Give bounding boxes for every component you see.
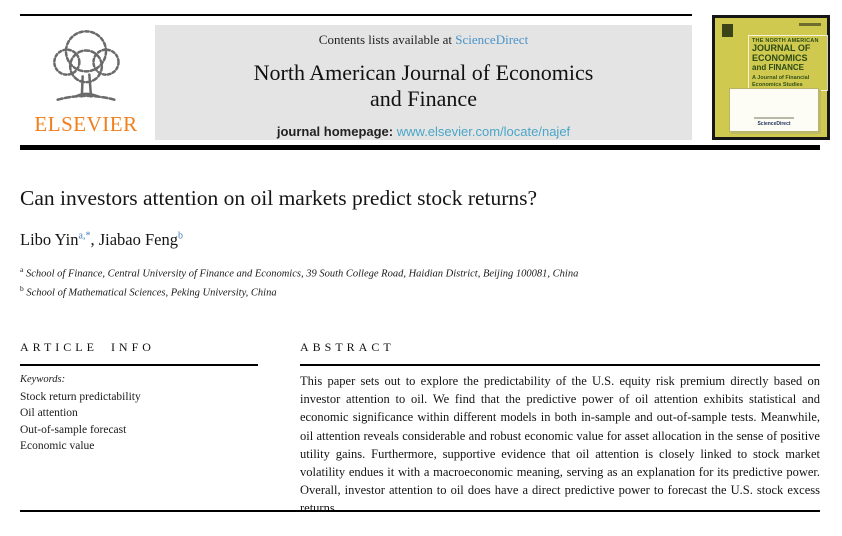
cover-issn-text xyxy=(799,23,821,26)
cover-title-line: JOURNAL OF xyxy=(752,43,811,53)
contents-prefix: Contents lists available at xyxy=(318,32,453,47)
author-name: Libo Yin xyxy=(20,230,79,249)
keywords-block: Keywords: Stock return predictability Oi… xyxy=(20,372,270,455)
journal-title-line2: and Finance xyxy=(370,86,477,111)
abstract-rule xyxy=(300,364,820,366)
cover-white-panel: ScienceDirect xyxy=(729,88,819,132)
homepage-label: journal homepage: xyxy=(276,124,394,139)
cover-crest-icon xyxy=(722,24,733,37)
affiliation-line: a School of Finance, Central University … xyxy=(20,263,780,282)
abstract-text: This paper sets out to explore the predi… xyxy=(300,374,820,516)
author-affiliation-marker: b xyxy=(178,230,183,242)
article-info-heading: ARTICLE INFO xyxy=(20,340,155,354)
affiliations: a School of Finance, Central University … xyxy=(20,263,780,300)
contents-line: Contents lists available at ScienceDirec… xyxy=(155,32,692,48)
keyword-item: Stock return predictability xyxy=(20,390,141,403)
homepage-line: journal homepage: www.elsevier.com/locat… xyxy=(155,124,692,139)
article-info-rule xyxy=(20,364,258,366)
journal-cover-thumbnail: THE NORTH AMERICAN JOURNAL OF ECONOMICS … xyxy=(712,15,830,140)
journal-header-box: Contents lists available at ScienceDirec… xyxy=(155,25,692,140)
keywords-label: Keywords: xyxy=(20,374,66,385)
cover-subtitle: A Journal of Financial Economics Studies xyxy=(752,75,810,88)
elsevier-wordmark: ELSEVIER xyxy=(34,112,138,136)
affiliation-marker: a xyxy=(20,265,24,274)
sciencedirect-link[interactable]: ScienceDirect xyxy=(455,32,529,47)
cover-footer-text-placeholder xyxy=(754,117,794,119)
cover-title-line: and FINANCE xyxy=(752,63,804,72)
authors-line: Libo Yina,*, Jiabao Fengb xyxy=(20,230,183,250)
article-title: Can investors attention on oil markets p… xyxy=(20,186,538,210)
cover-title-line: ECONOMICS xyxy=(752,52,808,63)
author-name: Jiabao Feng xyxy=(98,230,178,249)
affiliation-marker: b xyxy=(20,283,24,293)
authors-separator: , xyxy=(90,230,99,249)
journal-title-line1: North American Journal of Economics xyxy=(253,60,594,85)
header-divider-bar xyxy=(20,145,820,150)
abstract-heading: ABSTRACT xyxy=(300,340,395,354)
homepage-url-link[interactable]: www.elsevier.com/locate/najef xyxy=(396,124,571,139)
elsevier-logo: ELSEVIER xyxy=(25,26,147,140)
affiliation-line: b School of Mathematical Sciences, Pekin… xyxy=(20,282,780,301)
elsevier-tree-icon xyxy=(25,26,147,110)
affiliation-text: School of Mathematical Sciences, Peking … xyxy=(26,287,277,298)
cover-title-line: THE NORTH AMERICAN xyxy=(752,38,819,44)
cover-sciencedirect-brand: ScienceDirect xyxy=(757,121,791,127)
keyword-item: Economic value xyxy=(20,440,95,452)
bottom-rule xyxy=(20,510,820,512)
keyword-item: Oil attention xyxy=(20,407,78,419)
author-affiliation-marker: a,* xyxy=(78,230,91,242)
cover-title-box: THE NORTH AMERICAN JOURNAL OF ECONOMICS … xyxy=(748,35,828,91)
top-rule xyxy=(20,14,692,16)
keyword-item: Out-of-sample forecast xyxy=(20,423,127,436)
journal-title: North American Journal of Economics and … xyxy=(155,60,692,112)
affiliation-text: School of Finance, Central University of… xyxy=(25,268,579,280)
